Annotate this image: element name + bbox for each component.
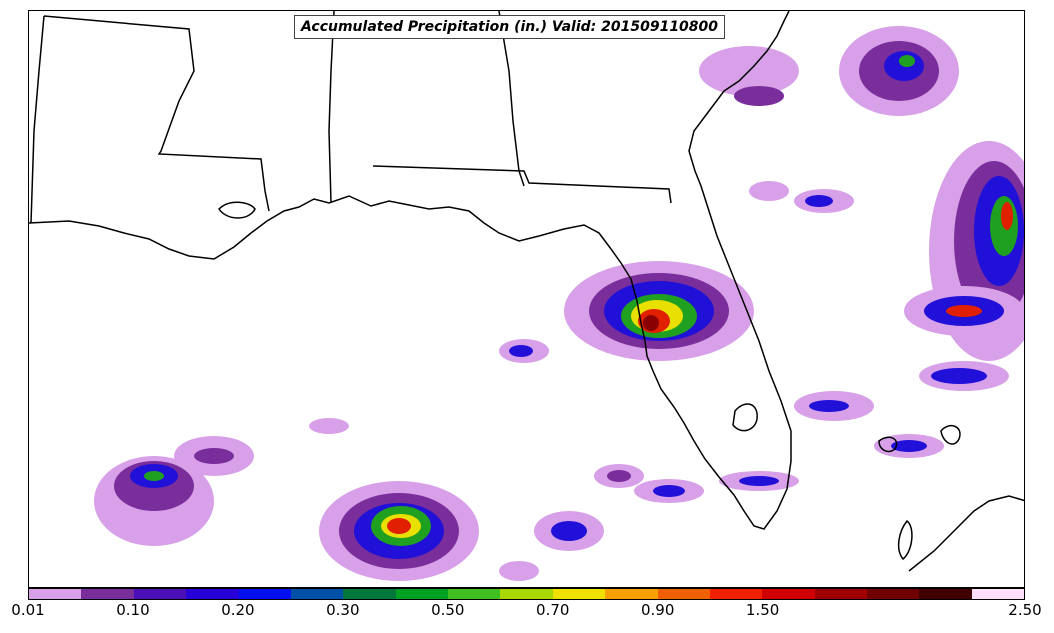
colorbar-segment (448, 589, 501, 599)
colorbar-tick-labels: 0.01 0.10 0.20 0.30 0.50 0.70 0.90 1.50 2.50 (0, 601, 1054, 625)
precip-cell (309, 418, 349, 434)
precip-cell (607, 470, 631, 482)
colorbar-tick-label: 1.50 (745, 601, 780, 619)
colorbar-segment (29, 589, 82, 599)
state-boundaries (29, 11, 1024, 572)
colorbar-segment (395, 589, 448, 599)
map-title: Accumulated Precipitation (in.) Valid: 2… (294, 15, 726, 39)
lake-pontchartrain (218, 201, 256, 219)
border-fl-ga (372, 165, 672, 204)
precip-cell (899, 55, 915, 67)
border-al-ga (498, 11, 525, 187)
colorbar-tick-label: 0.90 (640, 601, 675, 619)
precip-cell (144, 471, 164, 481)
precip-cell (891, 440, 927, 452)
precip-cell (551, 521, 587, 541)
cuba-coast (908, 495, 1024, 572)
precip-cell (809, 400, 849, 412)
colorbar-tick-label: 0.70 (536, 601, 570, 619)
border-ms-ar (30, 15, 45, 224)
bahamas-island-1 (940, 424, 961, 445)
border-ms-al (328, 11, 335, 204)
precip-cell (387, 518, 411, 534)
bahamas-island-3 (897, 519, 913, 561)
precip-cell (194, 448, 234, 464)
colorbar-segment (500, 589, 553, 599)
colorbar-segment (657, 589, 710, 599)
precip-cell (499, 561, 539, 581)
precip-cell (734, 86, 784, 106)
precip-cell (946, 305, 982, 317)
precip-cell (749, 181, 789, 201)
colorbar-segment (343, 589, 396, 599)
colorbar-segment (133, 589, 187, 599)
colorbar-segment (971, 589, 1025, 599)
colorbar-tick-label: 0.30 (326, 601, 360, 619)
colorbar-segment (867, 589, 920, 599)
precip-cell (739, 476, 779, 486)
colorbar-segment (81, 589, 134, 599)
precip-cell (643, 315, 659, 331)
colorbar-segment (762, 589, 815, 599)
precip-cell (931, 368, 987, 384)
precip-colorbar (28, 588, 1025, 600)
colorbar-tick-label: 0.20 (221, 601, 255, 619)
precipitation-field (94, 26, 1024, 581)
colorbar-segment (919, 589, 972, 599)
colorbar-tick-label: 0.10 (116, 601, 150, 619)
colorbar-tick-label: 2.50 (1008, 601, 1042, 619)
precip-cell (805, 195, 833, 207)
precipitation-map (29, 11, 1024, 581)
precip-cell (1001, 202, 1013, 230)
colorbar-tick-label: 0.50 (431, 601, 465, 619)
colorbar-segment (290, 589, 344, 599)
coastline-gulf (29, 11, 792, 530)
precip-cell (509, 345, 533, 357)
precip-cell (653, 485, 685, 497)
colorbar-segment (186, 589, 239, 599)
colorbar-segment (605, 589, 658, 599)
colorbar-segment (814, 589, 867, 599)
colorbar-segment (709, 589, 763, 599)
border-la-ms (43, 15, 270, 212)
colorbar-segment (552, 589, 606, 599)
bahamas-island-2 (878, 436, 898, 453)
colorbar-tick-label: 0.01 (11, 601, 45, 619)
map-panel (28, 10, 1025, 588)
colorbar-segment (238, 589, 291, 599)
lake-okeechobee (732, 403, 758, 432)
